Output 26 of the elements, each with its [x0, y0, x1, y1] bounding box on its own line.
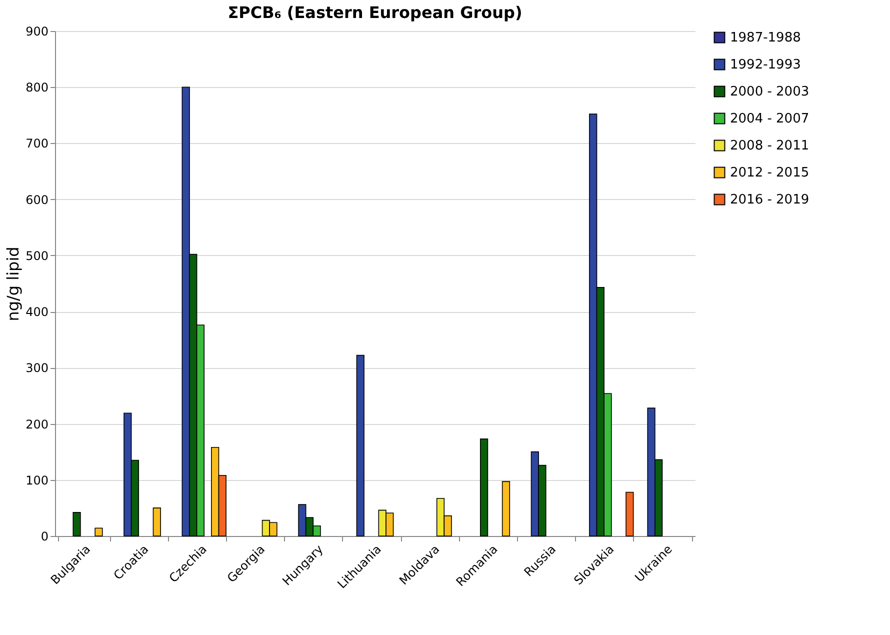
y-axis-title: ng/g lipid [4, 246, 23, 322]
y-tick-label: 0 [40, 530, 48, 544]
bar [94, 528, 103, 536]
legend-label: 2012 - 2015 [730, 166, 810, 180]
legend-label: 1987-1988 [730, 30, 801, 46]
y-tick-label: 100 [26, 473, 48, 488]
y-tick-label: 300 [26, 361, 48, 376]
legend-label: 2000 - 2003 [730, 84, 810, 100]
bar [72, 512, 81, 536]
bar [152, 508, 161, 536]
y-tick-label: 900 [26, 24, 48, 38]
y-tick-label: 800 [26, 80, 48, 95]
chart-title: ΣPCB₆ (Eastern European Group) [228, 3, 522, 22]
y-tick-label: 200 [26, 417, 48, 432]
bar [626, 492, 634, 536]
y-tick-label: 600 [26, 192, 48, 207]
bar [502, 481, 510, 536]
bar [480, 438, 488, 536]
legend-label: 2004 - 2007 [730, 112, 810, 126]
legend-label: 1992-1993 [730, 58, 801, 72]
y-tick-label: 700 [26, 136, 48, 151]
legend-label: 2016 - 2019 [730, 192, 810, 208]
y-tick-label: 500 [26, 248, 48, 263]
legend-label: 2008 - 2011 [730, 138, 810, 154]
bar [356, 354, 364, 536]
y-tick-label: 400 [26, 305, 48, 320]
